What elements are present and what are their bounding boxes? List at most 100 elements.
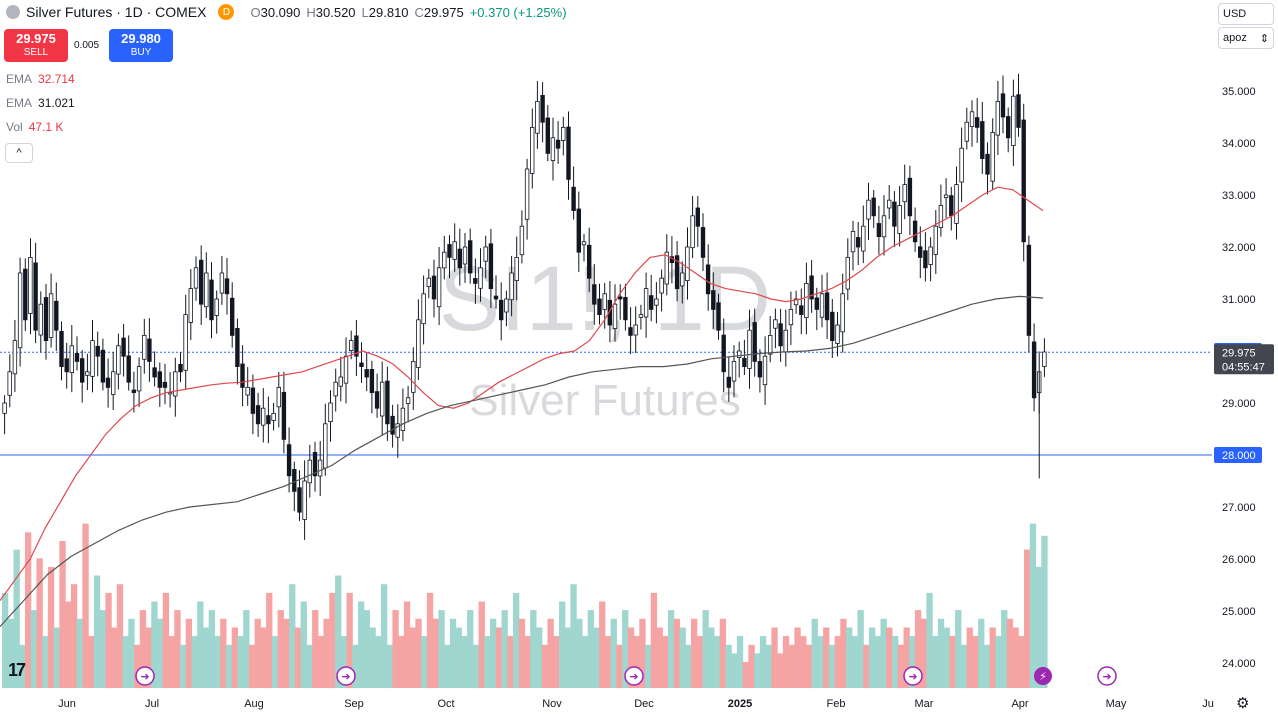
candle-body [897, 204, 902, 234]
volume-bar [47, 566, 55, 688]
symbol-title[interactable]: Silver Futures · 1D · COMEX [26, 4, 207, 20]
candle-body [462, 246, 468, 265]
candle-body [364, 369, 369, 378]
event-arrow-icon: ➜ [1102, 670, 1111, 683]
volume-bar [139, 610, 147, 688]
volume-bar [518, 618, 526, 688]
volume-bar [691, 618, 698, 688]
candle-body [281, 391, 287, 440]
volume-bar [949, 636, 956, 688]
candle-body [1006, 116, 1011, 139]
volume-bar [134, 644, 141, 689]
indicator-ema-fast[interactable]: EMA 32.714 [6, 72, 75, 86]
volume-bar [960, 644, 968, 689]
buy-price: 29.980 [121, 30, 161, 46]
candle-body [405, 397, 411, 404]
volume-bar [59, 541, 66, 688]
volume-bar [782, 636, 790, 688]
x-tick-label: Jul [145, 698, 159, 710]
candle-body [354, 335, 359, 357]
candle-body [954, 184, 959, 224]
volume-bar [978, 618, 985, 688]
chevron-updown-icon: ⇕ [1259, 32, 1269, 45]
candle-body [861, 225, 866, 252]
candle-body [587, 244, 592, 279]
indicator-ema-slow[interactable]: EMA 31.021 [6, 96, 75, 110]
candle-body [488, 243, 494, 290]
volume-bar [622, 610, 629, 688]
settings-gear-icon[interactable]: ⚙ [1236, 695, 1250, 712]
volume-bar [398, 636, 405, 688]
candle-body [659, 277, 664, 294]
volume-bar [151, 601, 158, 688]
volume-bar [639, 618, 646, 688]
volume-bar [358, 601, 365, 688]
volume-bar [593, 627, 600, 688]
candle-body [524, 168, 530, 220]
candle-body [157, 371, 162, 388]
candle-body [271, 412, 276, 421]
buy-button[interactable]: 29.980 BUY [109, 29, 174, 62]
scale-mode-select[interactable]: apoz ⇕ [1218, 27, 1274, 49]
candle-body [173, 371, 178, 397]
volume-bar [559, 601, 566, 688]
volume-bar [530, 610, 537, 688]
collapse-legend-button[interactable]: ^ [5, 143, 33, 163]
x-tick-label: Oct [437, 698, 454, 710]
candle-body [907, 177, 913, 217]
candle-body [654, 298, 659, 306]
event-arrow-icon: ➜ [908, 670, 917, 683]
volume-bar [289, 584, 296, 688]
candle-body [152, 367, 157, 378]
candle-body [59, 330, 64, 367]
volume-bar [415, 618, 422, 688]
volume-bar [409, 627, 416, 688]
volume-bar [886, 627, 893, 688]
volume-bar [312, 610, 319, 688]
candle-body [876, 223, 882, 238]
volume-bar [668, 610, 675, 688]
event-arrow-icon: ➜ [140, 670, 149, 683]
earnings-marker-icon[interactable] [1034, 667, 1052, 685]
volume-bar [220, 618, 227, 688]
currency-select[interactable]: USD [1218, 3, 1274, 25]
candle-body [576, 208, 581, 253]
event-marker-icon[interactable] [624, 666, 644, 686]
candle-body [1016, 94, 1021, 128]
event-marker-icon[interactable] [135, 666, 155, 686]
tradingview-logo[interactable]: 17 [8, 660, 26, 680]
event-marker-icon[interactable] [336, 666, 356, 686]
sell-button[interactable]: 29.975 SELL [4, 29, 68, 62]
ema-fast-line [0, 186, 1044, 601]
indicator-volume[interactable]: Vol 47.1 K [6, 120, 63, 134]
candle-body [297, 487, 302, 513]
volume-bar [926, 592, 933, 689]
volume-bar [616, 644, 623, 689]
volume-bar [438, 610, 445, 688]
candle-body [229, 297, 235, 336]
event-marker-icon[interactable] [1097, 666, 1117, 686]
candle-body [742, 357, 747, 367]
volume-bar [788, 644, 795, 689]
candle-body [111, 371, 116, 395]
candle-body [933, 225, 938, 255]
candle-body [881, 215, 887, 238]
candle-body [43, 297, 49, 341]
candle-body [649, 295, 654, 310]
y-tick-label: 25.000 [1222, 606, 1256, 618]
volume-bar [317, 636, 325, 688]
volume-bar [375, 636, 382, 688]
volume-bar [731, 653, 738, 688]
candle-body [819, 293, 825, 318]
candle-body [23, 268, 28, 321]
volume-bar [989, 627, 996, 688]
candle-body [48, 293, 54, 338]
close-value: 29.975 [423, 4, 464, 20]
candle-body [136, 366, 142, 392]
event-marker-icon[interactable] [903, 666, 923, 686]
candle-body [638, 314, 644, 318]
candle-body [235, 327, 240, 367]
indicator-label: EMA [6, 96, 33, 110]
volume-bar [36, 558, 43, 689]
